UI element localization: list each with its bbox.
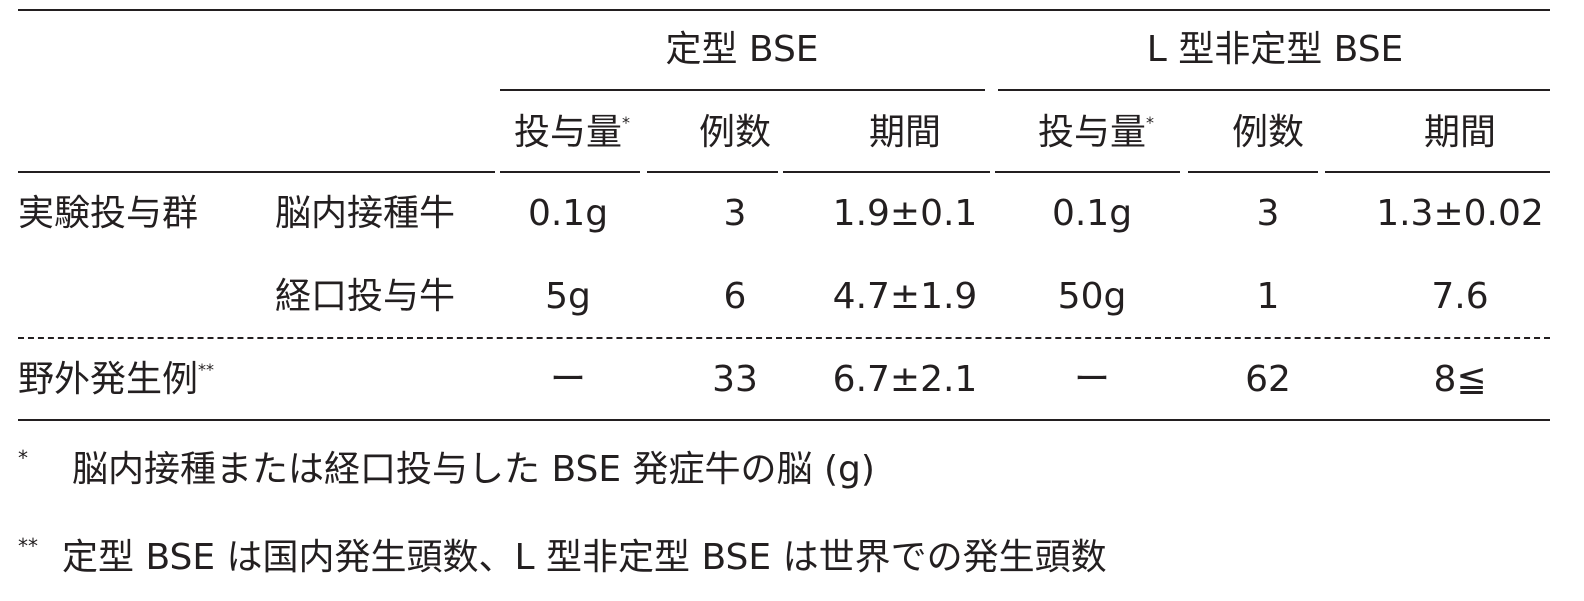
- rule: [18, 9, 1550, 11]
- rule: [500, 89, 985, 91]
- cell-text: 5g: [545, 276, 591, 317]
- rule: [1188, 171, 1318, 173]
- sub-header: 例数: [1232, 115, 1304, 151]
- cell: 1.9±0.1: [833, 196, 978, 232]
- cell: 0.1g: [528, 196, 608, 232]
- cell: 33: [712, 362, 758, 398]
- cell: ー: [550, 362, 586, 398]
- row-group-text: 実験投与群: [18, 193, 199, 234]
- cell-text: 6.7±2.1: [832, 359, 978, 400]
- note-mark: *: [622, 113, 631, 132]
- cell: 8≦: [1433, 362, 1486, 398]
- sub-header: 期間: [1424, 115, 1496, 151]
- cell-text: 1.9±0.1: [832, 193, 978, 234]
- group-header-text: 定型 BSE: [665, 29, 819, 70]
- rule: [783, 171, 990, 173]
- cell-text: ー: [1073, 359, 1111, 400]
- cell: 6.7±2.1: [833, 362, 978, 398]
- cell-text: 8≦: [1433, 359, 1487, 400]
- cell-text: 6: [723, 276, 747, 317]
- sub-header-text: 期間: [1423, 112, 1497, 153]
- sub-header-text: 投与量: [1037, 112, 1147, 153]
- group-header: 定型 BSE: [665, 32, 818, 68]
- sub-header-text: 例数: [698, 112, 772, 153]
- rule: [18, 419, 1550, 421]
- sub-header: 投与量*: [514, 115, 630, 151]
- row-group: 野外発生例**: [18, 362, 214, 398]
- cell-text: 0.1g: [1051, 193, 1133, 234]
- cell-text: 4.7±1.9: [832, 276, 978, 317]
- cell-text: 33: [712, 359, 758, 400]
- row-label: 脳内接種牛: [275, 196, 455, 232]
- cell: 1: [1257, 279, 1280, 315]
- cell-text: 50g: [1057, 276, 1127, 317]
- row-label-text: 脳内接種牛: [275, 193, 456, 234]
- dashed-rule: [18, 337, 1550, 339]
- footnote: 脳内接種または経口投与した BSE 発症牛の脳 (g): [72, 452, 875, 488]
- sub-header: 投与量*: [1038, 115, 1154, 151]
- sub-header-text: 投与量: [513, 112, 623, 153]
- row-label-text: 経口投与牛: [275, 276, 456, 317]
- cell-text: 0.1g: [527, 193, 609, 234]
- cell: ー: [1074, 362, 1110, 398]
- sub-header-text: 例数: [1231, 112, 1305, 153]
- row-group: 実験投与群: [18, 196, 198, 232]
- sub-header: 期間: [869, 115, 941, 151]
- rule: [18, 171, 495, 173]
- footnote-text: 定型 BSE は国内発生頭数、L 型非定型 BSE は世界での発生頭数: [62, 537, 1107, 578]
- cell: 0.1g: [1052, 196, 1132, 232]
- sub-header: 例数: [699, 115, 771, 151]
- row-group-text: 野外発生例: [18, 359, 199, 400]
- footnote-mark: **: [18, 534, 38, 558]
- group-header-text: L 型非定型 BSE: [1146, 29, 1404, 70]
- footnote-text: 脳内接種または経口投与した BSE 発症牛の脳 (g): [72, 449, 875, 490]
- group-header: L 型非定型 BSE: [1147, 32, 1404, 68]
- note-mark: *: [1146, 113, 1155, 132]
- cell-text: 62: [1245, 359, 1291, 400]
- cell-text: 7.6: [1431, 276, 1489, 317]
- cell-text: 3: [1256, 193, 1280, 234]
- row-label: 経口投与牛: [275, 279, 455, 315]
- cell: 6: [724, 279, 747, 315]
- rule: [500, 171, 640, 173]
- rule: [995, 171, 1180, 173]
- footnote-mark: *: [18, 446, 28, 470]
- rule: [998, 89, 1550, 91]
- cell: 50g: [1058, 279, 1127, 315]
- cell: 3: [724, 196, 747, 232]
- cell-text: 3: [723, 193, 747, 234]
- cell-text: 1.3±0.02: [1376, 193, 1544, 234]
- cell: 1.3±0.02: [1376, 196, 1544, 232]
- sub-header-text: 期間: [868, 112, 942, 153]
- cell: 5g: [545, 279, 591, 315]
- rule: [647, 171, 778, 173]
- note-mark: **: [198, 360, 215, 379]
- cell: 7.6: [1431, 279, 1488, 315]
- rule: [1325, 171, 1550, 173]
- cell-text: 1: [1256, 276, 1280, 317]
- footnote: 定型 BSE は国内発生頭数、L 型非定型 BSE は世界での発生頭数: [62, 540, 1107, 576]
- cell: 62: [1245, 362, 1291, 398]
- cell: 4.7±1.9: [833, 279, 978, 315]
- cell-text: ー: [549, 359, 587, 400]
- cell: 3: [1257, 196, 1280, 232]
